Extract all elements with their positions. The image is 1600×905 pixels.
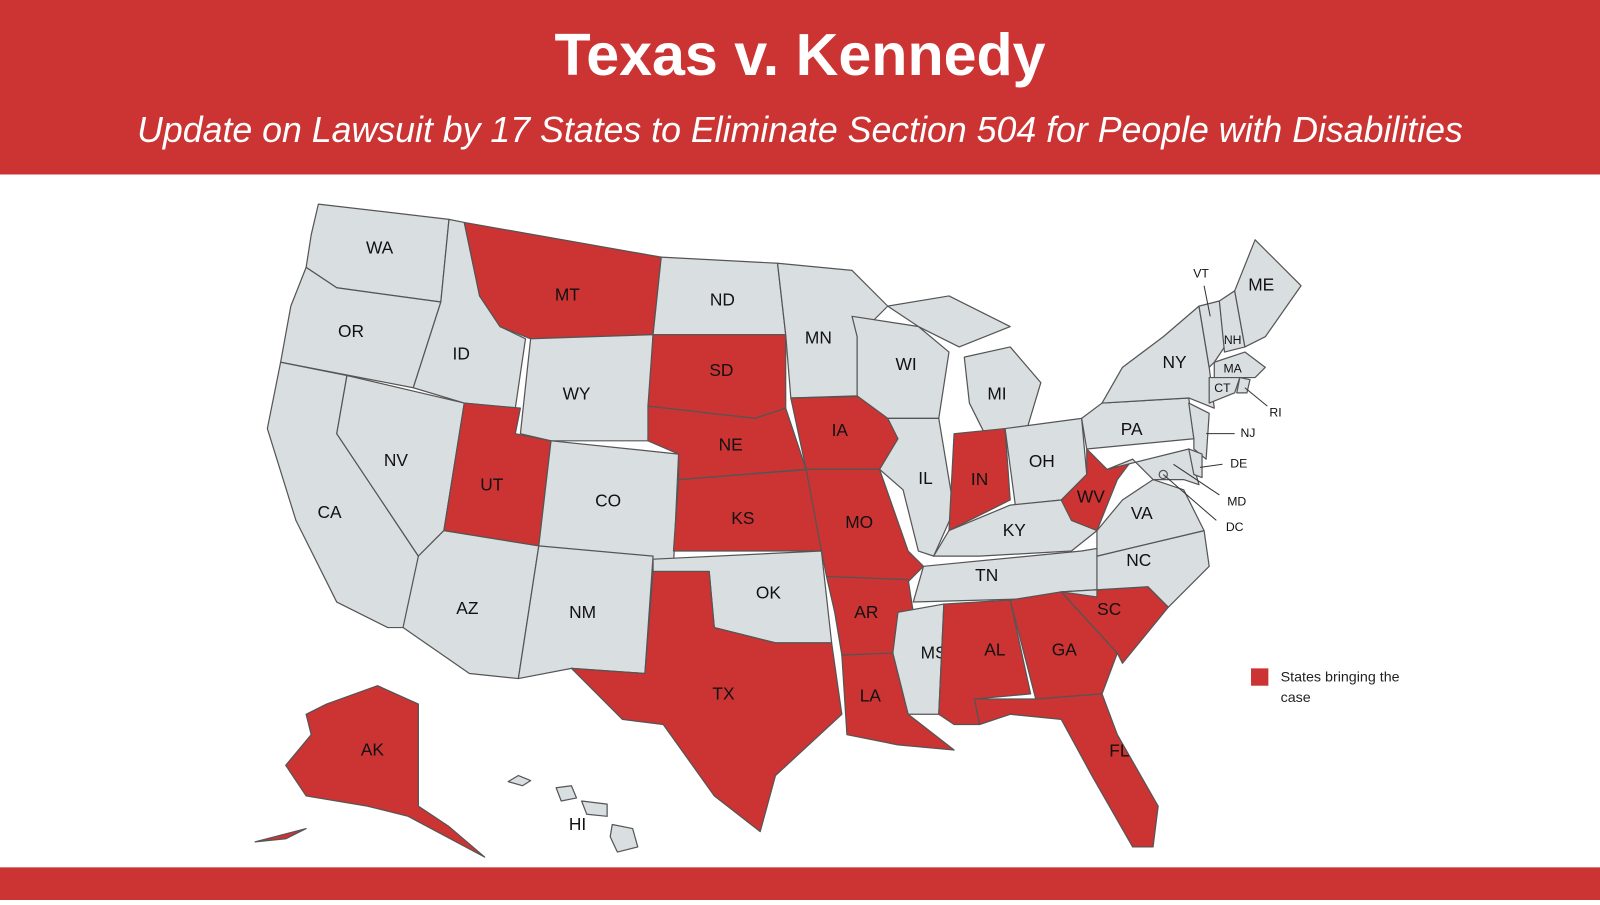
state-label: SD: [709, 360, 733, 380]
state-label: CA: [318, 502, 343, 522]
state-label: OH: [1029, 451, 1055, 471]
state-shape: [887, 295, 1011, 348]
state-label: IL: [918, 468, 933, 488]
state-label: NM: [569, 602, 596, 622]
state-label: WY: [563, 383, 591, 403]
state-shape: [973, 693, 1159, 848]
state-label: WV: [1077, 487, 1105, 507]
state-label: HI: [569, 814, 586, 834]
state-label: MT: [555, 284, 580, 304]
state-label: IN: [971, 469, 988, 489]
state-label: NC: [1126, 550, 1151, 570]
subtitle: Update on Lawsuit by 17 States to Elimin…: [137, 110, 1463, 150]
state-label: SC: [1097, 599, 1121, 619]
leader-line: [1162, 474, 1217, 521]
legend-label: States bringing the case: [1281, 669, 1400, 705]
state-label: FL: [1109, 741, 1130, 761]
state-label: DE: [1230, 457, 1247, 471]
state-label: GA: [1052, 640, 1077, 660]
state-shape: [892, 603, 945, 715]
state-shape: [555, 785, 578, 802]
state-shape: [1213, 351, 1266, 379]
state-label: MI: [987, 383, 1006, 403]
state-label: MS: [921, 643, 947, 663]
state-shape: [581, 800, 608, 817]
state-shape: [254, 827, 307, 843]
state-shape: [1009, 591, 1118, 700]
state-label: WI: [896, 354, 917, 374]
state-label: IA: [832, 420, 849, 440]
state-label: CO: [595, 491, 621, 511]
legend-swatch: [1251, 668, 1269, 686]
state-shape: [507, 774, 532, 787]
leader-line: [1244, 387, 1268, 407]
state-shape: [1101, 305, 1215, 409]
state-label: WA: [366, 238, 394, 258]
state-label: KS: [731, 508, 754, 528]
state-label: TX: [712, 683, 735, 703]
state-label: KY: [1003, 520, 1027, 540]
state-label: AR: [854, 602, 878, 622]
state-label: ND: [710, 290, 735, 310]
header-band: [0, 0, 1600, 175]
state-label: ID: [453, 344, 470, 364]
state-label: CT: [1214, 381, 1231, 395]
state-label: OK: [756, 582, 781, 602]
state-label: VT: [1193, 267, 1209, 281]
state-shape: [1198, 300, 1226, 368]
state-shape: [1234, 239, 1302, 348]
state-shape: [1096, 478, 1205, 557]
leader-line: [1173, 463, 1220, 496]
state-shape: [948, 427, 1011, 532]
state-label: ME: [1248, 274, 1274, 294]
state-label: AL: [984, 640, 1006, 660]
state-label: DC: [1226, 520, 1244, 534]
state-label: MO: [845, 512, 873, 532]
state-shape: [609, 823, 639, 853]
leader-line: [1199, 463, 1223, 468]
state-label: MA: [1223, 362, 1242, 376]
us-map: WA OR CA NV ID MT WY UT CO AZ NM ND SD NE KS OK TX MN IA MO…: [254, 203, 1400, 858]
state-label: MD: [1227, 494, 1246, 508]
state-label: RI: [1269, 405, 1281, 419]
leader-line: [1203, 285, 1211, 317]
state-label: NJ: [1240, 426, 1255, 440]
state-label: MN: [805, 327, 832, 347]
state-shape: [1188, 448, 1203, 479]
state-label: TN: [975, 565, 998, 585]
state-label: OR: [338, 321, 364, 341]
state-shape: [805, 468, 925, 583]
state-shape: [1060, 530, 1210, 608]
state-shape: [878, 417, 955, 557]
footer-band: [0, 867, 1600, 900]
state-label: NH: [1224, 333, 1242, 347]
state-label: LA: [860, 686, 882, 706]
state-label: UT: [480, 474, 504, 494]
state-shape: [285, 685, 486, 858]
state-label: NY: [1162, 352, 1187, 372]
state-label: NE: [719, 434, 743, 454]
state-label: VA: [1131, 503, 1153, 523]
state-label: NV: [384, 450, 409, 470]
state-label: AK: [361, 740, 385, 760]
title: Texas v. Kennedy: [554, 21, 1045, 88]
state-label: AZ: [456, 598, 479, 618]
state-shape: [1208, 376, 1241, 404]
state-shape: [570, 570, 843, 833]
state-label: PA: [1121, 419, 1143, 439]
state-shape: [519, 334, 654, 442]
